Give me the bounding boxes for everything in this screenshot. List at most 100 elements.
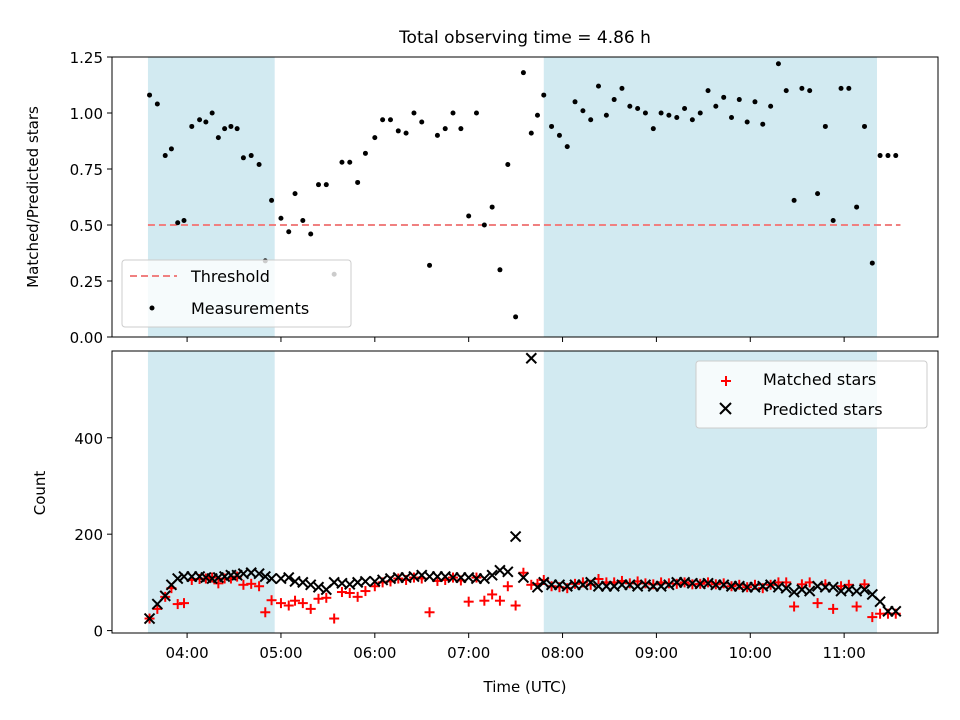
predicted-star-marker	[663, 579, 675, 591]
predicted-star-marker	[780, 582, 792, 594]
matched-star-marker	[828, 603, 839, 614]
measurement-point	[580, 108, 586, 114]
bottom-x-tick-label: 11:00	[823, 644, 866, 662]
measurement-point	[830, 218, 836, 224]
predicted-marker-b	[275, 572, 287, 585]
matched-star-marker	[152, 603, 163, 614]
measurement-point	[222, 126, 228, 132]
predicted-star-marker	[265, 572, 278, 585]
matched-star-marker	[321, 592, 332, 603]
matched-star-marker	[718, 578, 729, 589]
matched-star-marker	[283, 600, 294, 611]
measurement-point	[489, 204, 495, 210]
predicted-marker-b	[577, 579, 589, 591]
chart-title: Total observing time = 4.86 h	[398, 28, 651, 48]
measurement-point	[162, 153, 168, 159]
predicted-marker-b	[764, 579, 777, 591]
predicted-marker-b	[478, 572, 491, 585]
top-x-ticks	[186, 337, 845, 342]
measurement-point	[572, 99, 578, 105]
measurement-point	[387, 117, 393, 123]
bottom-x-tick-label: 09:00	[635, 644, 678, 662]
matched-star-marker	[843, 579, 854, 590]
measurement-point	[411, 110, 417, 116]
matched-star-marker	[502, 581, 513, 592]
measurement-point	[168, 146, 174, 152]
measurement-point	[729, 114, 734, 120]
predicted-marker-b	[584, 576, 597, 589]
measurement-point	[721, 94, 727, 100]
predicted-marker-b	[486, 569, 498, 581]
bottom-x-tick-label: 08:00	[541, 644, 584, 662]
matched-star-marker	[510, 600, 521, 611]
measurement-point	[450, 110, 456, 116]
measurement-point	[666, 112, 672, 118]
matched-star-marker	[479, 595, 490, 606]
predicted-star-marker	[305, 579, 317, 591]
predicted-marker-b	[538, 576, 550, 589]
bottom-axes-frame	[111, 350, 939, 634]
measurement-point	[269, 197, 275, 203]
legend-predicted-label: Predicted stars	[763, 400, 883, 419]
top-y-tick-label: 1.00	[70, 105, 103, 123]
predicted-star-marker	[874, 595, 886, 608]
top-axes-frame	[111, 56, 939, 338]
predicted-star-marker	[143, 612, 156, 625]
predicted-marker-b	[384, 572, 397, 585]
predicted-marker-b	[159, 590, 171, 602]
measurement-point	[520, 70, 526, 76]
predicted-marker-b	[400, 571, 412, 584]
predicted-star-marker	[538, 576, 550, 589]
measurement-point	[419, 119, 425, 125]
measurement-point	[458, 126, 464, 132]
measurement-point	[549, 123, 555, 129]
measurement-point	[744, 119, 750, 125]
predicted-star-marker	[788, 586, 800, 598]
matched-star-marker	[424, 607, 435, 618]
bottom-shade-interval-0	[147, 351, 275, 633]
legend-predicted-swatch	[719, 402, 732, 415]
predicted-star-marker	[577, 579, 589, 591]
matched-star-marker	[796, 579, 807, 590]
predicted-marker-b	[305, 579, 317, 591]
predicted-marker-b	[376, 574, 389, 586]
measurement-point	[862, 123, 868, 129]
predicted-marker-b	[803, 585, 816, 597]
predicted-marker-b	[608, 580, 620, 592]
measurement-point	[611, 97, 617, 103]
measurement-point	[752, 99, 758, 105]
predicted-star-marker	[803, 585, 816, 597]
measurement-point	[434, 132, 440, 138]
measurement-point	[822, 123, 828, 129]
predicted-marker-b	[143, 612, 156, 625]
measurement-point	[642, 110, 648, 116]
measurement-point	[197, 117, 203, 123]
top-shade-interval-1	[543, 57, 877, 337]
measurement-point	[240, 155, 246, 161]
measurement-point	[248, 153, 254, 159]
legend-measurements-label: Measurements	[191, 299, 309, 318]
matched-star-marker	[671, 578, 682, 589]
matched-star-marker	[178, 598, 189, 609]
predicted-star-marker	[283, 571, 295, 584]
predicted-stars-points	[143, 352, 902, 625]
measurement-point	[541, 92, 547, 98]
matched-star-marker	[290, 595, 301, 606]
measurement-point	[588, 117, 594, 123]
predicted-marker-b	[757, 580, 769, 592]
matched-star-marker	[867, 612, 878, 623]
measurement-point	[650, 126, 656, 132]
bottom-x-ticks: 04:00 05:00 06:00 07:00 08:00 09:00 10:00 11:00	[165, 633, 866, 662]
predicted-marker-b	[312, 581, 325, 593]
predicted-marker-b	[502, 566, 514, 578]
predicted-marker-b	[509, 530, 522, 543]
measurement-point	[783, 88, 789, 94]
measurement-point	[513, 314, 519, 320]
matched-star-marker	[851, 601, 862, 612]
top-y-tick-label: 0.50	[70, 217, 103, 235]
measurement-point	[308, 231, 314, 237]
matched-star-marker	[352, 591, 363, 602]
measurement-points	[147, 61, 899, 320]
bottom-y-tick-label: 0	[93, 623, 103, 641]
